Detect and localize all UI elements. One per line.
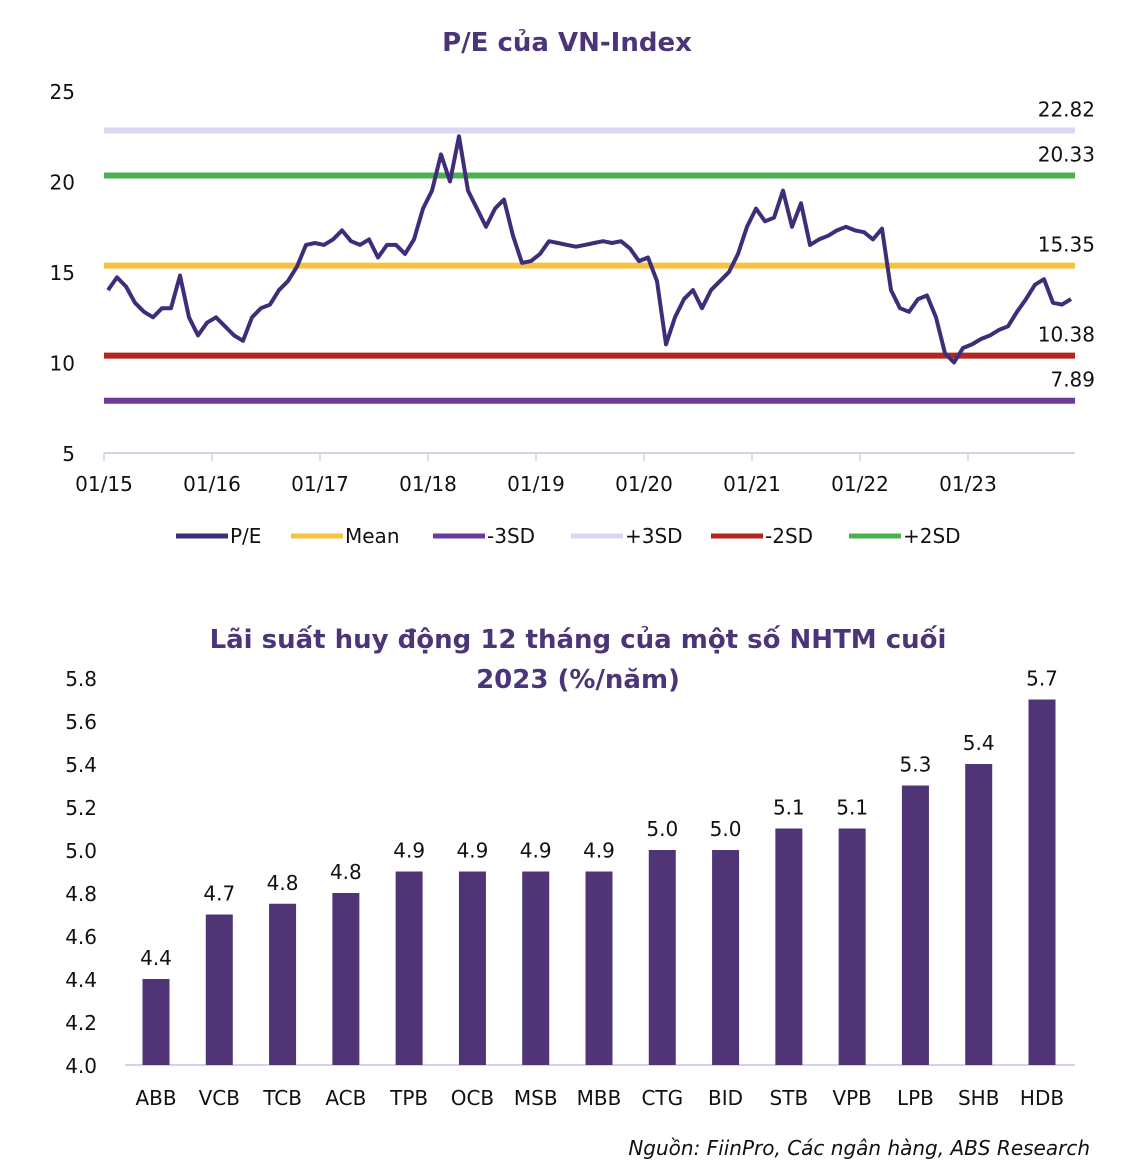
x-tick-label: OCB	[451, 1086, 494, 1110]
bar-lpb	[901, 785, 929, 1065]
y-tick-label: 5.6	[65, 710, 97, 734]
x-tick-label: BID	[708, 1086, 743, 1110]
source-note: Nguồn: FiinPro, Các ngân hàng, ABS Resea…	[628, 1136, 1090, 1160]
bar-acb	[332, 893, 360, 1065]
data-label: 5.4	[963, 731, 995, 755]
x-tick-label: TPB	[389, 1086, 428, 1110]
y-tick-label: 4.2	[65, 1011, 97, 1035]
x-tick-label: SHB	[958, 1086, 999, 1110]
x-tick-label: 01/23	[939, 472, 997, 496]
data-label: 4.7	[203, 882, 235, 906]
data-label: 4.4	[140, 946, 172, 970]
y-tick-label: 4.0	[65, 1054, 97, 1078]
bar-ocb	[458, 871, 486, 1065]
x-tick-label: ABB	[135, 1086, 176, 1110]
x-tick-label: CTG	[641, 1086, 683, 1110]
y-tick-label: 4.8	[65, 882, 97, 906]
legend-label: +3SD	[625, 524, 683, 548]
x-tick-label: MBB	[577, 1086, 622, 1110]
y-tick-label: 15	[50, 261, 75, 285]
bar-msb	[522, 871, 550, 1065]
x-tick-label: 01/17	[291, 472, 349, 496]
x-tick-label: LPB	[897, 1086, 934, 1110]
bar-bid	[712, 850, 740, 1065]
reference-value-label: 22.82	[1038, 97, 1095, 121]
y-tick-label: 5.0	[65, 839, 97, 863]
y-tick-label: 25	[50, 80, 75, 104]
x-tick-label: 01/20	[615, 472, 673, 496]
data-label: 4.9	[393, 839, 425, 863]
x-tick-label: VCB	[199, 1086, 240, 1110]
legend-label: +2SD	[903, 524, 961, 548]
data-label: 5.0	[710, 817, 742, 841]
y-tick-label: 5.4	[65, 753, 97, 777]
y-tick-label: 5	[62, 442, 75, 466]
y-tick-label: 4.6	[65, 925, 97, 949]
y-tick-label: 4.4	[65, 968, 97, 992]
x-tick-label: TCB	[262, 1086, 302, 1110]
legend-label: P/E	[230, 524, 261, 548]
data-label: 4.8	[330, 860, 362, 884]
x-tick-label: HDB	[1020, 1086, 1064, 1110]
bar-mbb	[585, 871, 613, 1065]
x-tick-label: STB	[770, 1086, 809, 1110]
bar-vcb	[205, 914, 233, 1065]
reference-value-label: 20.33	[1038, 143, 1095, 167]
y-tick-label: 20	[50, 171, 75, 195]
x-tick-label: MSB	[514, 1086, 558, 1110]
rate-chart-title-line2: 2023 (%/năm)	[476, 665, 680, 695]
data-label: 5.1	[773, 796, 805, 820]
data-label: 5.7	[1026, 667, 1058, 691]
x-tick-label: 01/22	[831, 472, 889, 496]
reference-value-label: 10.38	[1038, 323, 1095, 347]
bar-vpb	[838, 828, 866, 1065]
bar-stb	[775, 828, 803, 1065]
x-tick-label: VPB	[832, 1086, 871, 1110]
pe-series-line	[106, 134, 1073, 365]
bar-shb	[965, 764, 993, 1065]
x-tick-label: 01/15	[75, 472, 133, 496]
legend-label: Mean	[345, 524, 400, 548]
bar-tpb	[395, 871, 423, 1065]
x-tick-label: 01/16	[183, 472, 241, 496]
legend-label: -2SD	[765, 524, 813, 548]
data-label: 5.1	[836, 796, 868, 820]
rate-chart-title-line1: Lãi suất huy động 12 tháng của một số NH…	[210, 624, 947, 655]
data-label: 4.8	[267, 871, 299, 895]
data-label: 4.9	[583, 839, 615, 863]
bar-tcb	[269, 903, 297, 1065]
y-tick-label: 5.2	[65, 796, 97, 820]
data-label: 4.9	[520, 839, 552, 863]
bar-abb	[142, 979, 170, 1065]
x-tick-label: 01/21	[723, 472, 781, 496]
x-tick-label: ACB	[325, 1086, 366, 1110]
data-label: 5.3	[900, 753, 932, 777]
reference-value-label: 7.89	[1050, 368, 1095, 392]
legend-label: -3SD	[487, 524, 535, 548]
data-label: 5.0	[646, 817, 678, 841]
pe-chart-title: P/E của VN-Index	[442, 27, 692, 58]
x-tick-label: 01/18	[399, 472, 457, 496]
y-tick-label: 5.8	[65, 667, 97, 691]
data-label: 4.9	[457, 839, 489, 863]
y-tick-label: 10	[50, 352, 75, 376]
reference-value-label: 15.35	[1038, 233, 1095, 257]
bar-hdb	[1028, 699, 1056, 1065]
x-tick-label: 01/19	[507, 472, 565, 496]
bar-ctg	[648, 850, 676, 1065]
